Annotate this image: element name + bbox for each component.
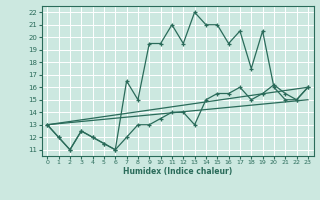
X-axis label: Humidex (Indice chaleur): Humidex (Indice chaleur) [123, 167, 232, 176]
